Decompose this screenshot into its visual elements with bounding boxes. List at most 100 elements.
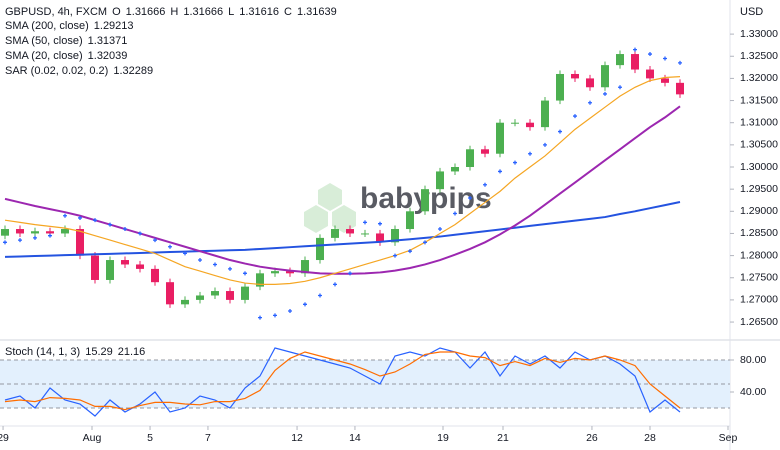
candle-body: [225, 291, 234, 300]
y-tick-label: 1.31500: [740, 94, 778, 106]
indicator-value: 1.29213: [94, 20, 134, 32]
sar-point: [468, 196, 472, 201]
sar-point: [453, 211, 457, 216]
candle-body: [391, 229, 400, 243]
sma-line: [4, 76, 681, 285]
candle-body: [75, 229, 84, 256]
candle-body: [586, 78, 595, 88]
indicator-value: 15.29: [85, 346, 113, 358]
ohlc-label: L: [228, 6, 234, 18]
candle-body: [105, 260, 114, 280]
candle-body: [616, 54, 625, 66]
indicator-name: SMA (200, close): [5, 20, 89, 32]
candle-body: [15, 229, 24, 234]
sar-point: [513, 160, 517, 165]
candle-body: [345, 229, 354, 234]
candle-body: [451, 167, 460, 172]
sar-point: [108, 222, 112, 227]
indicator-name: SMA (50, close): [5, 35, 83, 47]
candle-body: [436, 171, 445, 190]
sar-point: [153, 238, 157, 243]
sar-point: [138, 231, 142, 236]
sar-point: [2, 240, 7, 245]
sar-point: [423, 240, 427, 245]
sar-point: [32, 235, 37, 240]
sar-point: [123, 227, 127, 232]
candle-body: [240, 286, 249, 300]
candle-body: [646, 69, 655, 79]
sar-point: [168, 244, 172, 249]
sar-point: [62, 213, 67, 218]
sar-point: [77, 215, 82, 220]
currency-label: USD: [740, 6, 763, 18]
y-tick-label: 1.32500: [740, 50, 778, 62]
sar-point: [573, 114, 577, 119]
candle-body: [120, 260, 129, 265]
candle-body: [30, 231, 39, 234]
candle-body: [661, 78, 670, 83]
candle-body: [300, 260, 309, 274]
candle-body: [165, 282, 174, 305]
y-tick-label: 1.32000: [740, 72, 778, 84]
sma-line: [4, 105, 681, 275]
y-tick-label: 1.30000: [740, 161, 778, 173]
sar-point: [258, 315, 262, 320]
y-tick-label: 1.29000: [740, 205, 778, 217]
sar-point: [648, 52, 652, 57]
candle-body: [135, 264, 144, 269]
sar-point: [408, 249, 412, 254]
x-tick-label: 14: [349, 432, 361, 444]
y-tick-label: 1.29500: [740, 183, 778, 195]
sar-point: [543, 142, 547, 147]
candle-body: [60, 229, 69, 234]
sar-point: [393, 253, 397, 258]
sar-point: [558, 129, 562, 134]
sar-point: [438, 227, 442, 232]
y-tick-label: 1.33000: [740, 28, 778, 40]
sar-point: [17, 238, 22, 243]
candle-body: [45, 231, 54, 234]
y-tick-label: 1.26500: [740, 316, 778, 328]
ohlc-label: H: [170, 6, 178, 18]
candle-body: [315, 237, 324, 261]
sar-point: [483, 182, 487, 187]
x-tick-label: 28: [644, 432, 656, 444]
x-tick-label: 19: [437, 432, 449, 444]
ohlc-value: 1.31639: [297, 6, 337, 18]
sar-point: [498, 169, 502, 174]
sar-point: [273, 313, 277, 318]
sar-point: [348, 271, 352, 276]
sar-point: [228, 266, 232, 271]
ohlc-label: C: [284, 6, 292, 18]
watermark-logo: [304, 183, 356, 233]
ohlc-value: 1.31666: [183, 6, 223, 18]
candle-body: [511, 122, 520, 124]
x-tick-label: 26: [586, 432, 598, 444]
y-tick-label: 1.28500: [740, 227, 778, 239]
sar-point: [288, 308, 292, 313]
legend-bg: [2, 345, 132, 359]
y-tick-label: 1.30500: [740, 139, 778, 151]
sar-point: [213, 262, 217, 267]
sar-point: [47, 233, 52, 238]
sar-point: [363, 220, 367, 225]
candle-body: [421, 189, 430, 212]
y-tick-label: 80.00: [740, 354, 766, 366]
indicator-value: 1.32289: [113, 65, 153, 77]
sma-line: [4, 201, 681, 258]
candle-body: [150, 268, 159, 283]
sar-point: [678, 60, 682, 65]
y-tick-label: 1.31000: [740, 116, 778, 128]
x-tick-label: 12: [291, 432, 303, 444]
ohlc-label: O: [112, 6, 121, 18]
candle-body: [285, 271, 294, 274]
sar-point: [333, 282, 337, 287]
y-tick-label: 40.00: [740, 386, 766, 398]
symbol: GBPUSD, 4h, FXCM: [5, 6, 107, 18]
candle-body: [210, 291, 219, 296]
indicator-value: 21.16: [118, 346, 146, 358]
indicator-name: Stoch (14, 1, 3): [5, 346, 80, 358]
ohlc-value: 1.31666: [126, 6, 166, 18]
